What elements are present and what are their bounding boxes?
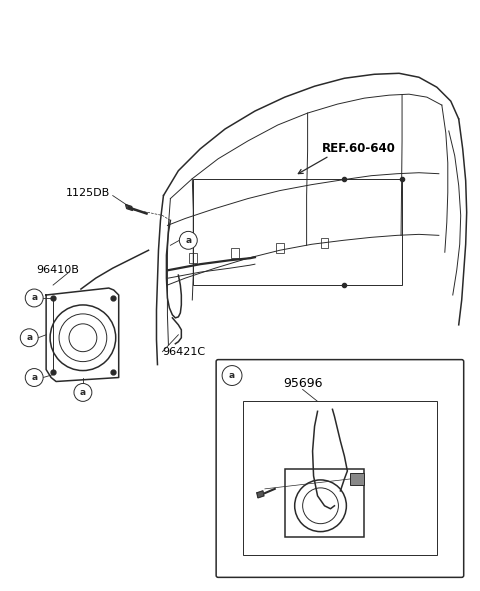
- Text: a: a: [26, 333, 32, 342]
- Bar: [189, 254, 197, 263]
- Bar: [350, 473, 364, 485]
- Circle shape: [20, 329, 38, 347]
- Bar: [321, 238, 328, 248]
- Text: 96421C: 96421C: [162, 347, 205, 357]
- FancyBboxPatch shape: [216, 360, 464, 577]
- Bar: [276, 243, 284, 254]
- Polygon shape: [257, 491, 264, 498]
- Text: 1125DB: 1125DB: [66, 187, 110, 197]
- Circle shape: [25, 289, 43, 307]
- Bar: [243, 401, 437, 556]
- Text: a: a: [229, 371, 235, 380]
- Text: REF.60-640: REF.60-640: [322, 142, 396, 155]
- Text: a: a: [31, 294, 37, 303]
- Circle shape: [180, 231, 197, 249]
- Circle shape: [222, 366, 242, 385]
- Circle shape: [25, 369, 43, 387]
- Bar: [285, 469, 364, 537]
- Text: a: a: [80, 388, 86, 397]
- Text: 95696: 95696: [283, 377, 322, 390]
- Bar: [193, 178, 402, 285]
- Text: 96410B: 96410B: [36, 265, 79, 275]
- Polygon shape: [126, 204, 132, 210]
- Text: a: a: [31, 373, 37, 382]
- Circle shape: [74, 384, 92, 401]
- Text: a: a: [185, 236, 192, 245]
- Bar: [231, 248, 239, 258]
